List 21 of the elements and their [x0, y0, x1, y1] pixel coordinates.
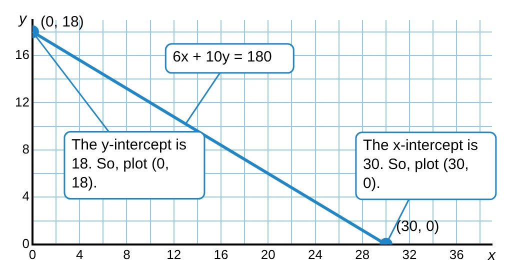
annotation: The y-intercept is 18. So, plot (0, 18).: [71, 136, 187, 192]
x-tick-label: 12: [166, 246, 182, 262]
x-tick-label: 4: [76, 246, 84, 262]
x-tick-label: 20: [260, 246, 276, 262]
x-tick-label: 28: [355, 246, 370, 262]
annotation: 6x + 10y = 180: [172, 48, 272, 66]
y-tick-label: 0: [22, 236, 30, 251]
y-tick-label: 4: [22, 188, 30, 204]
x-tick-label: 32: [402, 246, 417, 262]
y-tick-label: 12: [14, 94, 30, 110]
x-axis-title: x: [487, 247, 496, 264]
x-tick-label: 36: [449, 246, 464, 262]
y-axis-title: y: [18, 10, 28, 28]
annotation: (0, 18): [40, 13, 84, 30]
y-tick-label: 8: [22, 141, 30, 156]
y-tick-label: 16: [14, 47, 30, 62]
annotation: (30, 0): [396, 218, 440, 236]
x-tick-label: 8: [123, 246, 130, 262]
x-tick-label: 24: [308, 246, 322, 262]
x-tick-label: 16: [214, 246, 228, 262]
annotation: The x-intercept is 30. So, plot (30, 0).: [362, 137, 478, 192]
